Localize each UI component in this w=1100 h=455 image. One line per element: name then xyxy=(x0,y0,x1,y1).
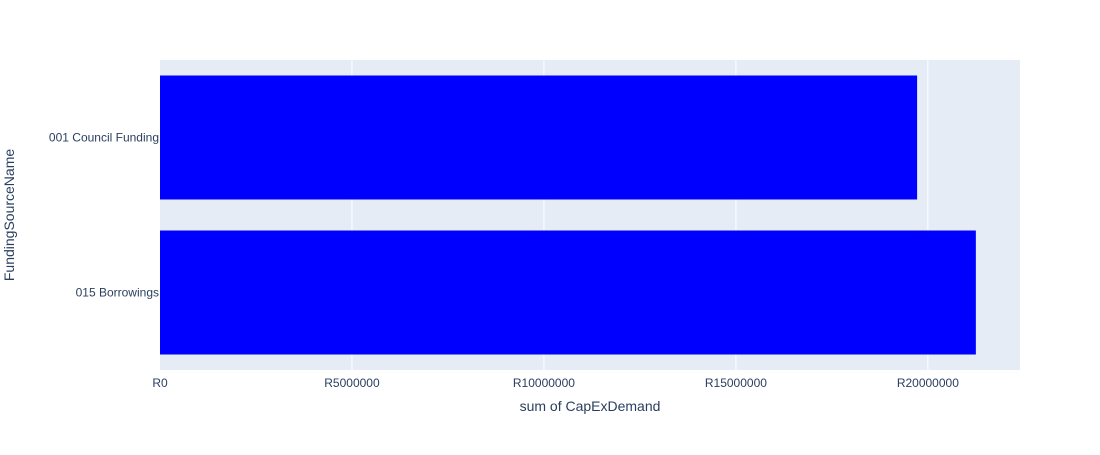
x-tick-label: R15000000 xyxy=(705,376,767,390)
x-tick-label: R5000000 xyxy=(324,376,380,390)
bars xyxy=(160,75,976,355)
x-tick-label: R20000000 xyxy=(897,376,959,390)
y-tick-label: 015 Borrowings xyxy=(76,286,159,300)
x-tick-label: R0 xyxy=(152,376,168,390)
y-axis-title: FundingSourceName xyxy=(1,149,17,282)
y-tick-label: 001 Council Funding xyxy=(49,131,159,145)
y-axis-ticks: 001 Council Funding 015 Borrowings xyxy=(49,131,159,300)
x-axis-ticks: R0 R5000000 R10000000 R15000000 R20000000 xyxy=(152,376,959,390)
bar xyxy=(160,230,976,355)
x-tick-label: R10000000 xyxy=(513,376,575,390)
bar xyxy=(160,75,918,200)
x-axis-title: sum of CapExDemand xyxy=(520,398,661,414)
